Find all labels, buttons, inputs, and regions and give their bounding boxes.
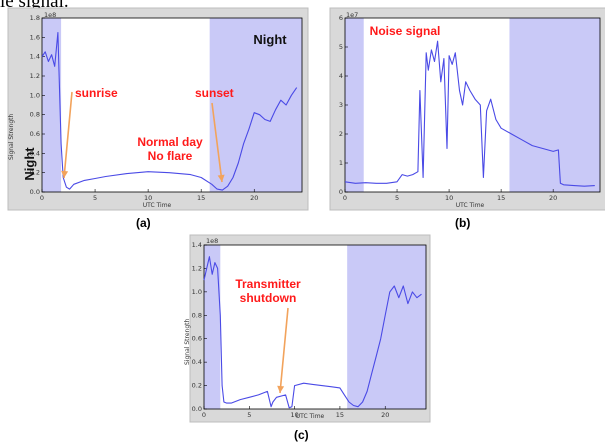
y-tick-label: 1 — [339, 159, 343, 167]
y-tick-label: 5 — [339, 43, 343, 51]
y-tick-label: 0.6 — [192, 335, 202, 343]
chart-a-ylabel: Signal Strength — [8, 114, 15, 160]
y-tick-label: 0.4 — [30, 149, 40, 157]
y-tick-label: 0.2 — [192, 382, 202, 390]
x-tick-label: 0 — [202, 411, 206, 419]
y-tick-label: 4 — [339, 72, 343, 80]
x-tick-label: 10 — [290, 411, 298, 419]
y-tick-label: 0.2 — [30, 169, 40, 177]
signal-series-line — [203, 256, 422, 409]
chart-c-panel-label: (c) — [294, 428, 309, 442]
night-shade-region — [42, 18, 62, 192]
y-tick-label: 1.4 — [30, 53, 40, 61]
x-tick-label: 10 — [144, 194, 152, 202]
night-shade-region — [509, 18, 600, 192]
x-tick-label: 20 — [549, 194, 557, 202]
y-tick-label: 0.6 — [30, 130, 40, 138]
night-shade-region — [347, 245, 426, 409]
annotation-arrow — [63, 91, 73, 179]
chart-a-multiplier: 1e8 — [44, 11, 56, 19]
x-tick-label: 5 — [93, 194, 97, 202]
annotation-arrowhead — [277, 385, 285, 393]
x-tick-label: 0 — [40, 194, 44, 202]
y-tick-label: 1.2 — [30, 72, 40, 80]
y-tick-label: 0.0 — [30, 188, 40, 196]
y-tick-label: 3 — [339, 101, 343, 109]
chart-annotation: Noise signal — [370, 24, 441, 38]
signal-series-line — [41, 31, 298, 191]
chart-b-multiplier: 1e7 — [346, 11, 358, 19]
y-tick-label: 1.0 — [30, 91, 40, 99]
x-tick-label: 15 — [336, 411, 344, 419]
x-tick-label: 20 — [250, 194, 258, 202]
chart-annotation: shutdown — [240, 291, 297, 305]
x-tick-label: 15 — [197, 194, 205, 202]
y-tick-label: 0.8 — [30, 111, 40, 119]
y-tick-label: 1.2 — [192, 264, 202, 272]
chart-b-xlabel: UTC Time — [456, 202, 485, 209]
y-tick-label: 1.6 — [30, 33, 40, 41]
signal-series-line — [344, 40, 595, 187]
x-tick-label: 5 — [395, 194, 399, 202]
chart-annotation: sunset — [195, 86, 234, 100]
x-tick-label: 15 — [497, 194, 505, 202]
chart-annotation: Normal day — [137, 135, 203, 149]
x-tick-label: 20 — [381, 411, 389, 419]
y-tick-label: 6 — [339, 14, 343, 22]
annotation-arrowhead — [61, 170, 69, 178]
y-tick-label: 2 — [339, 130, 343, 138]
annotation-arrow — [211, 102, 223, 183]
y-tick-label: 0.0 — [192, 405, 202, 413]
annotation-arrow — [279, 307, 289, 394]
chart-b-panel-label: (b) — [455, 216, 471, 230]
chart-annotation: Night — [22, 147, 37, 181]
chart-c-ylabel: Signal Strength — [184, 319, 191, 365]
chart-annotation: sunrise — [75, 86, 118, 100]
chart-c-multiplier: 1e8 — [206, 237, 218, 245]
y-tick-label: 1.8 — [30, 14, 40, 22]
night-shade-region — [204, 245, 221, 409]
annotation-arrowhead — [217, 174, 225, 182]
x-tick-label: 0 — [343, 194, 347, 202]
axes-border — [41, 17, 303, 193]
axes-border — [203, 244, 427, 410]
y-tick-label: 1.4 — [192, 241, 202, 249]
chart-c-xlabel: UTC Time — [296, 413, 325, 420]
chart-annotation: Transmitter — [235, 277, 301, 291]
x-tick-label: 10 — [445, 194, 453, 202]
y-tick-label: 1.0 — [192, 288, 202, 296]
y-tick-label: 0.4 — [192, 358, 202, 366]
night-shade-region — [345, 18, 364, 192]
chart-annotation: No flare — [148, 149, 193, 163]
y-tick-label: 0 — [339, 188, 343, 196]
chart-a-panel-label: (a) — [136, 216, 151, 230]
x-tick-label: 5 — [247, 411, 251, 419]
y-tick-label: 0.8 — [192, 311, 202, 319]
chart-annotation: Night — [253, 32, 287, 47]
chart-a-xlabel: UTC Time — [143, 202, 172, 209]
